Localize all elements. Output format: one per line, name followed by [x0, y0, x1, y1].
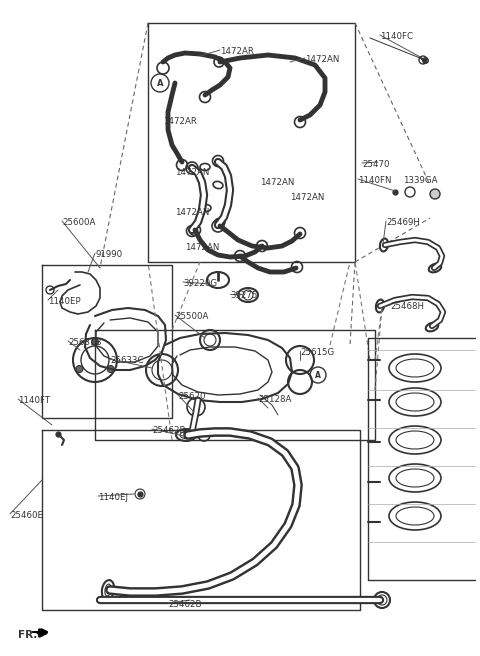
Text: 25469H: 25469H — [386, 218, 420, 227]
Text: 1472AN: 1472AN — [185, 243, 219, 252]
Text: 1140FT: 1140FT — [18, 396, 50, 405]
Text: 25500A: 25500A — [175, 312, 208, 321]
Circle shape — [430, 189, 440, 199]
Text: 39220G: 39220G — [183, 279, 217, 288]
Text: 1140FN: 1140FN — [358, 176, 392, 185]
Text: 1472AN: 1472AN — [305, 55, 339, 64]
Circle shape — [107, 365, 114, 373]
Text: 1472AN: 1472AN — [175, 168, 209, 177]
Text: 1472AR: 1472AR — [220, 47, 254, 56]
Text: 1140FC: 1140FC — [380, 32, 413, 41]
Circle shape — [92, 338, 98, 346]
Text: 25615G: 25615G — [300, 348, 334, 357]
Text: 91990: 91990 — [95, 250, 122, 259]
Text: 25470: 25470 — [362, 160, 389, 169]
Text: 1472AN: 1472AN — [175, 208, 209, 217]
Text: 25460E: 25460E — [10, 511, 43, 520]
Text: A: A — [157, 79, 163, 87]
Text: 25620: 25620 — [178, 392, 205, 401]
Text: 25462B: 25462B — [152, 426, 185, 435]
Text: 25631B: 25631B — [68, 338, 101, 347]
Text: 1140EJ: 1140EJ — [98, 493, 128, 502]
Text: 25633C: 25633C — [110, 356, 144, 365]
Text: 25468H: 25468H — [390, 302, 424, 311]
Text: FR.: FR. — [18, 630, 37, 640]
Text: 1140EP: 1140EP — [48, 297, 81, 306]
Text: 1339GA: 1339GA — [403, 176, 437, 185]
Text: 1472AN: 1472AN — [290, 193, 324, 202]
Text: 1472AN: 1472AN — [260, 178, 294, 187]
Text: 25462B: 25462B — [168, 600, 202, 609]
Text: 25128A: 25128A — [258, 395, 291, 404]
Text: 39275: 39275 — [230, 291, 257, 300]
Text: 25600A: 25600A — [62, 218, 96, 227]
Text: 1472AR: 1472AR — [163, 117, 197, 126]
Circle shape — [76, 365, 83, 373]
Text: A: A — [315, 371, 321, 380]
